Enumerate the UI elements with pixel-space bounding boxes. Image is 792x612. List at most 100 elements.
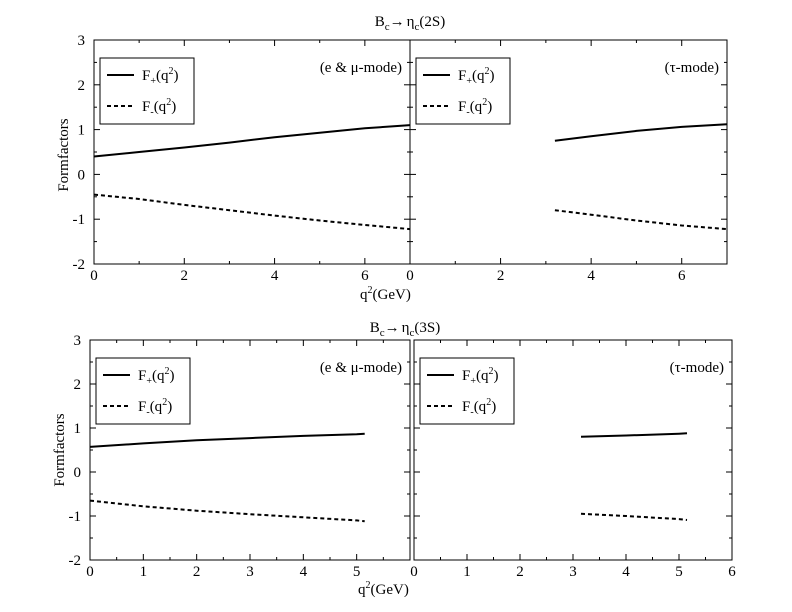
legend-label-base: F <box>142 99 150 115</box>
legend-label-base: F <box>458 68 466 84</box>
x-tick-label: 0 <box>406 268 414 284</box>
series-line-f-minus <box>93 193 411 231</box>
legend-label: F+(q2) <box>462 366 498 387</box>
mode-annotation: (τ-mode) <box>665 60 719 76</box>
x-tick-label: 3 <box>246 564 254 580</box>
title-target-rest: (2S) <box>419 14 445 30</box>
x-tick-label: 4 <box>271 268 279 284</box>
x-label-q: q <box>358 582 366 598</box>
legend-label-rest: (q <box>476 368 489 384</box>
legend-label-sub: - <box>150 107 153 118</box>
y-tick-label: -2 <box>69 553 82 569</box>
title-base: B <box>375 14 385 30</box>
chart-title: Bc→ ηc(3S) <box>370 320 441 339</box>
series-line-f-plus <box>554 123 728 142</box>
legend-label-sub: + <box>146 376 152 387</box>
legend-label-sub: - <box>470 407 473 418</box>
legend-label-sup: 2 <box>484 66 489 77</box>
title-arrow: → <box>385 320 400 336</box>
mode-annotation: (e & μ-mode) <box>320 360 402 376</box>
legend: F+(q2)F-(q2) <box>95 357 191 425</box>
legend-label: F+(q2) <box>142 66 178 87</box>
legend-label: F-(q2) <box>138 397 172 418</box>
legend-label-base: F <box>462 399 470 415</box>
x-tick-label: 5 <box>353 564 361 580</box>
x-tick-label: 1 <box>463 564 471 580</box>
legend-label: F-(q2) <box>458 97 492 118</box>
legend-label-end: ) <box>491 399 496 415</box>
series-line-f-minus <box>89 499 365 523</box>
x-tick-label: 0 <box>86 564 94 580</box>
series-line-f-minus <box>554 209 728 231</box>
legend-label-base: F <box>462 368 470 384</box>
legend-label: F+(q2) <box>458 66 494 87</box>
legend-label-end: ) <box>487 99 492 115</box>
legend-box <box>419 357 515 425</box>
series-line-f-plus <box>89 432 365 448</box>
x-tick-label: 4 <box>587 268 595 284</box>
y-tick-label: 2 <box>78 78 86 94</box>
legend-label-end: ) <box>493 368 498 384</box>
x-axis-label: q2(GeV) <box>358 580 409 598</box>
legend-label-base: F <box>142 68 150 84</box>
title-base: B <box>370 320 380 336</box>
legend-label-rest: (q <box>472 68 485 84</box>
legend-label-sub: + <box>470 376 476 387</box>
legend-label-base: F <box>138 368 146 384</box>
title-base-sub: c <box>385 21 390 33</box>
legend-label-sub: - <box>146 407 149 418</box>
legend-label-rest: (q <box>470 99 483 115</box>
x-label-rest: (GeV) <box>373 287 411 303</box>
x-tick-label: 0 <box>410 564 418 580</box>
y-tick-label: -1 <box>69 509 82 525</box>
panel-2: 0 1 2 3 4 5 6F+(q2)F-(q2)(τ-mode) <box>410 339 736 580</box>
legend-label-sub: - <box>466 107 469 118</box>
mode-annotation: (e & μ-mode) <box>320 60 402 76</box>
legend-label: F-(q2) <box>462 397 496 418</box>
legend-label-rest: (q <box>474 399 487 415</box>
legend-label-rest: (q <box>152 368 165 384</box>
y-tick-label: 0 <box>74 465 82 481</box>
x-tick-label: 6 <box>361 268 369 284</box>
x-tick-label: 2 <box>516 564 524 580</box>
x-tick-label: 2 <box>181 268 189 284</box>
x-tick-label: 2 <box>497 268 505 284</box>
x-tick-label: 5 <box>675 564 683 580</box>
title-target: η <box>407 14 415 30</box>
title-arrow: → <box>390 14 405 30</box>
legend-label-rest: (q <box>154 99 167 115</box>
legend-label-sup: 2 <box>164 366 169 377</box>
mode-annotation: (τ-mode) <box>670 360 724 376</box>
y-axis-label: Formfactors <box>52 413 68 486</box>
y-tick-label: 0 <box>78 167 86 183</box>
legend-label-rest: (q <box>156 68 169 84</box>
legend-label-sup: 2 <box>486 397 491 408</box>
series-line-f-plus <box>580 432 688 438</box>
x-tick-label: 4 <box>300 564 308 580</box>
chart-title: Bc→ ηc(2S) <box>375 14 446 33</box>
y-tick-label: -2 <box>73 257 86 273</box>
title-target: η <box>402 320 410 336</box>
y-axis-label: Formfactors <box>56 118 72 191</box>
x-label-rest: (GeV) <box>371 582 409 598</box>
legend-label-end: ) <box>489 68 494 84</box>
title-target-sub: c <box>410 327 415 339</box>
title-target-rest: (3S) <box>414 320 440 336</box>
x-label-sup: 2 <box>368 285 373 296</box>
legend-label-rest: (q <box>150 399 163 415</box>
x-tick-label: 1 <box>140 564 148 580</box>
title-base-sub: c <box>380 327 385 339</box>
x-label-q: q <box>360 287 368 303</box>
legend-label-sup: 2 <box>162 397 167 408</box>
legend-label-end: ) <box>173 68 178 84</box>
x-tick-label: 0 <box>90 268 98 284</box>
x-tick-label: 6 <box>678 268 686 284</box>
y-tick-label: 2 <box>74 377 82 393</box>
legend-box <box>415 57 511 125</box>
legend-box <box>99 57 195 125</box>
x-tick-label: 6 <box>728 564 736 580</box>
series-line-f-plus <box>93 124 411 158</box>
